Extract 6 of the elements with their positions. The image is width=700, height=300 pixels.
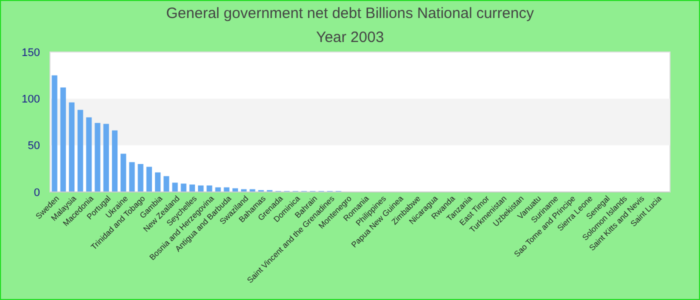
y-tick-label: 0 (34, 186, 40, 199)
chart-subtitle: Year 2003 (316, 29, 384, 46)
y-tick-label: 150 (22, 46, 40, 59)
chart-title: General government net debt Billions National currency (166, 5, 534, 22)
y-tick-label: 100 (22, 94, 40, 106)
y-tick-label: 50 (28, 140, 40, 152)
